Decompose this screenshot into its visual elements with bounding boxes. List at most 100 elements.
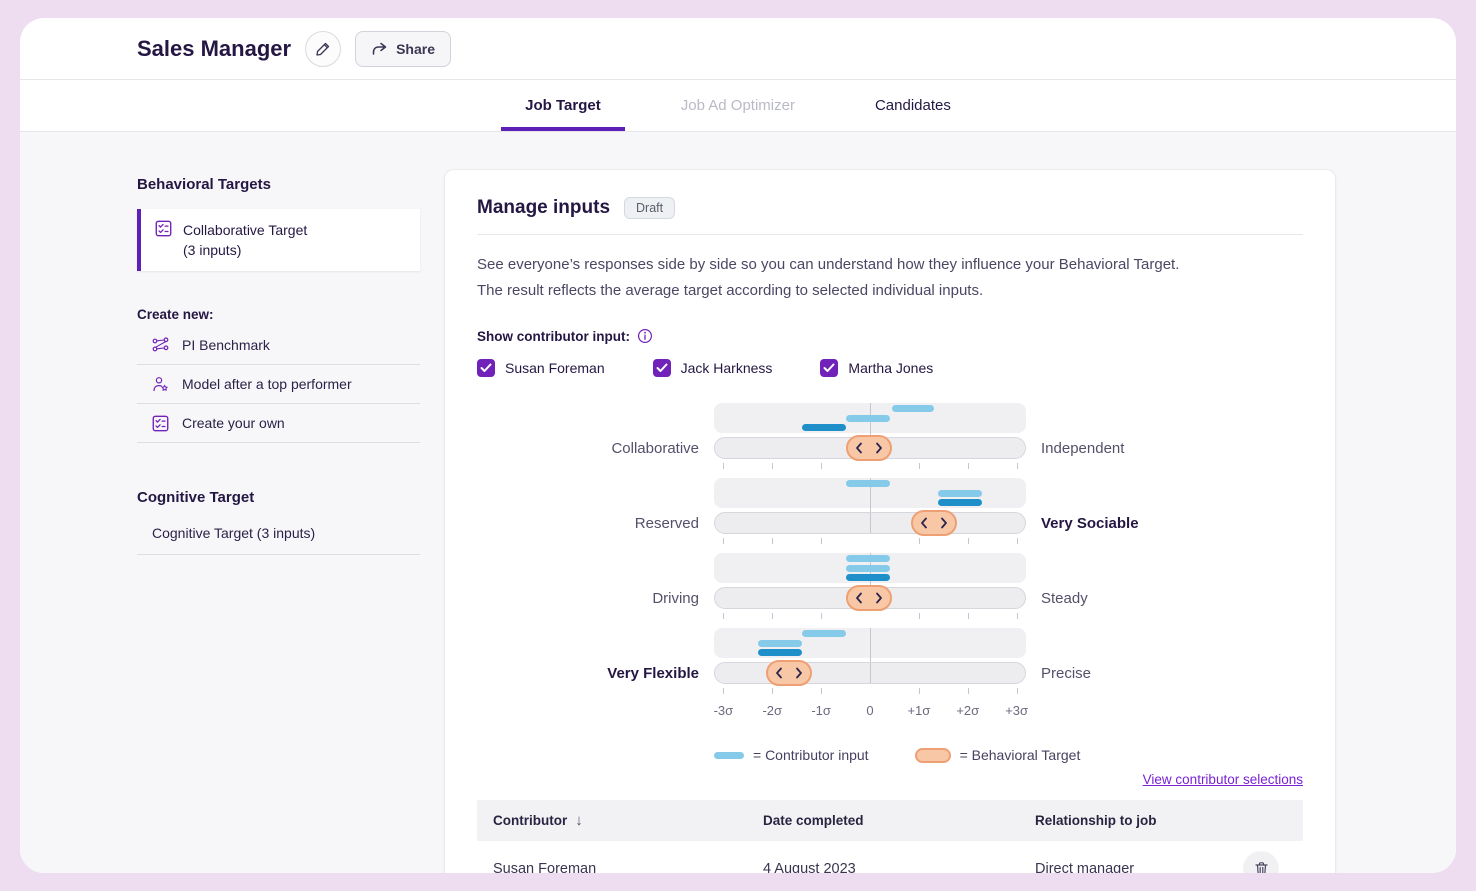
behavioral-scale-row: Collaborative Independent bbox=[477, 403, 1303, 471]
sigma-tick bbox=[918, 463, 920, 469]
chevron-left-icon[interactable] bbox=[855, 442, 863, 454]
contributor-distribution-box bbox=[714, 478, 1026, 512]
sidebar-item-label: Create your own bbox=[182, 415, 285, 431]
manage-inputs-card: Manage inputs Draft See everyone’s respo… bbox=[444, 169, 1336, 873]
scale-left-label: Reserved bbox=[634, 514, 699, 532]
app-window: Sales Manager Share Job Target Job Ad Op… bbox=[20, 18, 1456, 873]
benchmark-network-icon bbox=[152, 337, 170, 353]
sigma-tick bbox=[1016, 688, 1018, 694]
sigma-tick bbox=[723, 538, 725, 544]
target-slider-track[interactable] bbox=[714, 510, 1026, 536]
scale-left-label: Driving bbox=[652, 589, 699, 607]
contributor-input-bar bbox=[845, 574, 890, 581]
sidebar-item-collaborative-target[interactable]: Collaborative Target (3 inputs) bbox=[137, 209, 420, 271]
column-header-date-completed: Date completed bbox=[763, 813, 864, 828]
chevron-left-icon[interactable] bbox=[775, 667, 783, 679]
column-header-contributor[interactable]: Contributor ↓ bbox=[493, 812, 583, 829]
behavioral-target-pill[interactable] bbox=[845, 585, 892, 611]
edit-title-button[interactable] bbox=[305, 30, 342, 67]
table-row: Susan Foreman 4 August 2023 Direct manager bbox=[477, 841, 1303, 873]
card-title: Manage inputs bbox=[477, 197, 611, 218]
contributor-input-bar bbox=[801, 424, 846, 431]
share-button[interactable]: Share bbox=[355, 30, 451, 67]
behavioral-scale-row: Driving Steady bbox=[477, 553, 1303, 621]
behavioral-target-pill[interactable] bbox=[845, 435, 892, 461]
contributor-input-bar bbox=[938, 489, 983, 497]
cell-contributor: Susan Foreman bbox=[493, 861, 597, 873]
draft-status-badge: Draft bbox=[624, 197, 676, 219]
legend-behavioral-target: = Behavioral Target bbox=[914, 747, 1080, 763]
sigma-axis-label: -2σ bbox=[762, 703, 783, 718]
chevron-right-icon[interactable] bbox=[795, 667, 803, 679]
table-header-row: Contributor ↓ Date completed Relationshi… bbox=[477, 800, 1303, 841]
sigma-tick bbox=[967, 538, 969, 544]
sidebar-item-pi-benchmark[interactable]: PI Benchmark bbox=[137, 326, 420, 365]
scale-left-label: Very Flexible bbox=[607, 664, 699, 682]
behavioral-target-pill[interactable] bbox=[911, 510, 958, 536]
sigma-axis-label: +1σ bbox=[907, 703, 931, 718]
checkbox-checked-icon bbox=[477, 359, 495, 377]
column-header-relationship: Relationship to job bbox=[1035, 813, 1157, 828]
card-description: See everyone’s responses side by side so… bbox=[477, 256, 1180, 299]
target-slider-track[interactable] bbox=[714, 660, 1026, 686]
contributor-checkbox-martha-jones[interactable]: Martha Jones bbox=[820, 359, 933, 377]
view-contributor-selections-link[interactable]: View contributor selections bbox=[1142, 772, 1303, 787]
scale-right-label: Precise bbox=[1041, 664, 1092, 682]
info-icon[interactable] bbox=[637, 328, 653, 344]
contributor-input-bar bbox=[845, 414, 890, 422]
delete-contributor-button[interactable] bbox=[1243, 851, 1279, 873]
show-contributor-input-label: Show contributor input: bbox=[477, 328, 630, 344]
tab-job-target[interactable]: Job Target bbox=[501, 80, 625, 131]
sigma-tick bbox=[772, 688, 774, 694]
contributor-input-bar bbox=[891, 405, 934, 412]
sigma-tick bbox=[723, 613, 725, 619]
contributor-checkbox-jack-harkness[interactable]: Jack Harkness bbox=[652, 359, 773, 377]
chevron-right-icon[interactable] bbox=[940, 517, 948, 529]
contributors-table: Contributor ↓ Date completed Relationshi… bbox=[477, 800, 1303, 873]
sigma-tick bbox=[1016, 613, 1018, 619]
tab-job-ad-optimizer[interactable]: Job Ad Optimizer bbox=[680, 97, 795, 114]
sidebar-item-cognitive-target[interactable]: Cognitive Target (3 inputs) bbox=[137, 512, 420, 555]
contributor-input-bar bbox=[938, 499, 983, 506]
center-axis-line bbox=[870, 628, 871, 662]
pencil-icon bbox=[315, 41, 331, 57]
sigma-tick bbox=[918, 538, 920, 544]
chevron-left-icon[interactable] bbox=[920, 517, 928, 529]
sigma-tick bbox=[967, 613, 969, 619]
contributor-checkbox-label: Martha Jones bbox=[848, 360, 934, 376]
contributor-input-bar bbox=[757, 639, 802, 647]
contributor-checkbox-label: Susan Foreman bbox=[505, 360, 605, 376]
chevron-right-icon[interactable] bbox=[875, 442, 883, 454]
target-slider-track[interactable] bbox=[714, 435, 1026, 461]
create-new-heading: Create new: bbox=[137, 307, 214, 322]
chevron-left-icon[interactable] bbox=[855, 592, 863, 604]
scale-left-label: Collaborative bbox=[611, 439, 699, 457]
tab-bar: Job Target Job Ad Optimizer Candidates bbox=[20, 80, 1456, 132]
target-slider-track[interactable] bbox=[714, 585, 1026, 611]
behavioral-scales-chart: Collaborative Independent Reserved Very Soc… bbox=[477, 403, 1303, 696]
chevron-right-icon[interactable] bbox=[875, 592, 883, 604]
scale-right-label: Very Sociable bbox=[1041, 514, 1139, 532]
contributor-bar-swatch-icon bbox=[714, 751, 744, 759]
contributor-checkbox-susan-foreman[interactable]: Susan Foreman bbox=[477, 359, 605, 377]
sigma-tick bbox=[723, 688, 725, 694]
sigma-tick-strip bbox=[714, 688, 1026, 696]
sigma-tick bbox=[723, 463, 725, 469]
sigma-tick bbox=[821, 538, 823, 544]
contributor-checkbox-label: Jack Harkness bbox=[680, 360, 773, 376]
content-area: Behavioral Targets Collaborative Target … bbox=[20, 132, 1456, 873]
sigma-tick bbox=[821, 613, 823, 619]
person-star-icon bbox=[152, 376, 170, 392]
behavioral-target-pill[interactable] bbox=[765, 660, 812, 686]
sidebar-item-create-your-own[interactable]: Create your own bbox=[137, 404, 420, 443]
sigma-tick bbox=[967, 463, 969, 469]
center-axis-line bbox=[870, 513, 871, 533]
sigma-tick bbox=[1016, 463, 1018, 469]
cell-date-completed: 4 August 2023 bbox=[763, 861, 856, 873]
sigma-tick bbox=[918, 688, 920, 694]
tab-candidates[interactable]: Candidates bbox=[874, 97, 951, 114]
cell-relationship: Direct manager bbox=[1035, 861, 1135, 873]
sidebar-item-model-top-performer[interactable]: Model after a top performer bbox=[137, 365, 420, 404]
contributor-input-bar bbox=[757, 649, 802, 656]
